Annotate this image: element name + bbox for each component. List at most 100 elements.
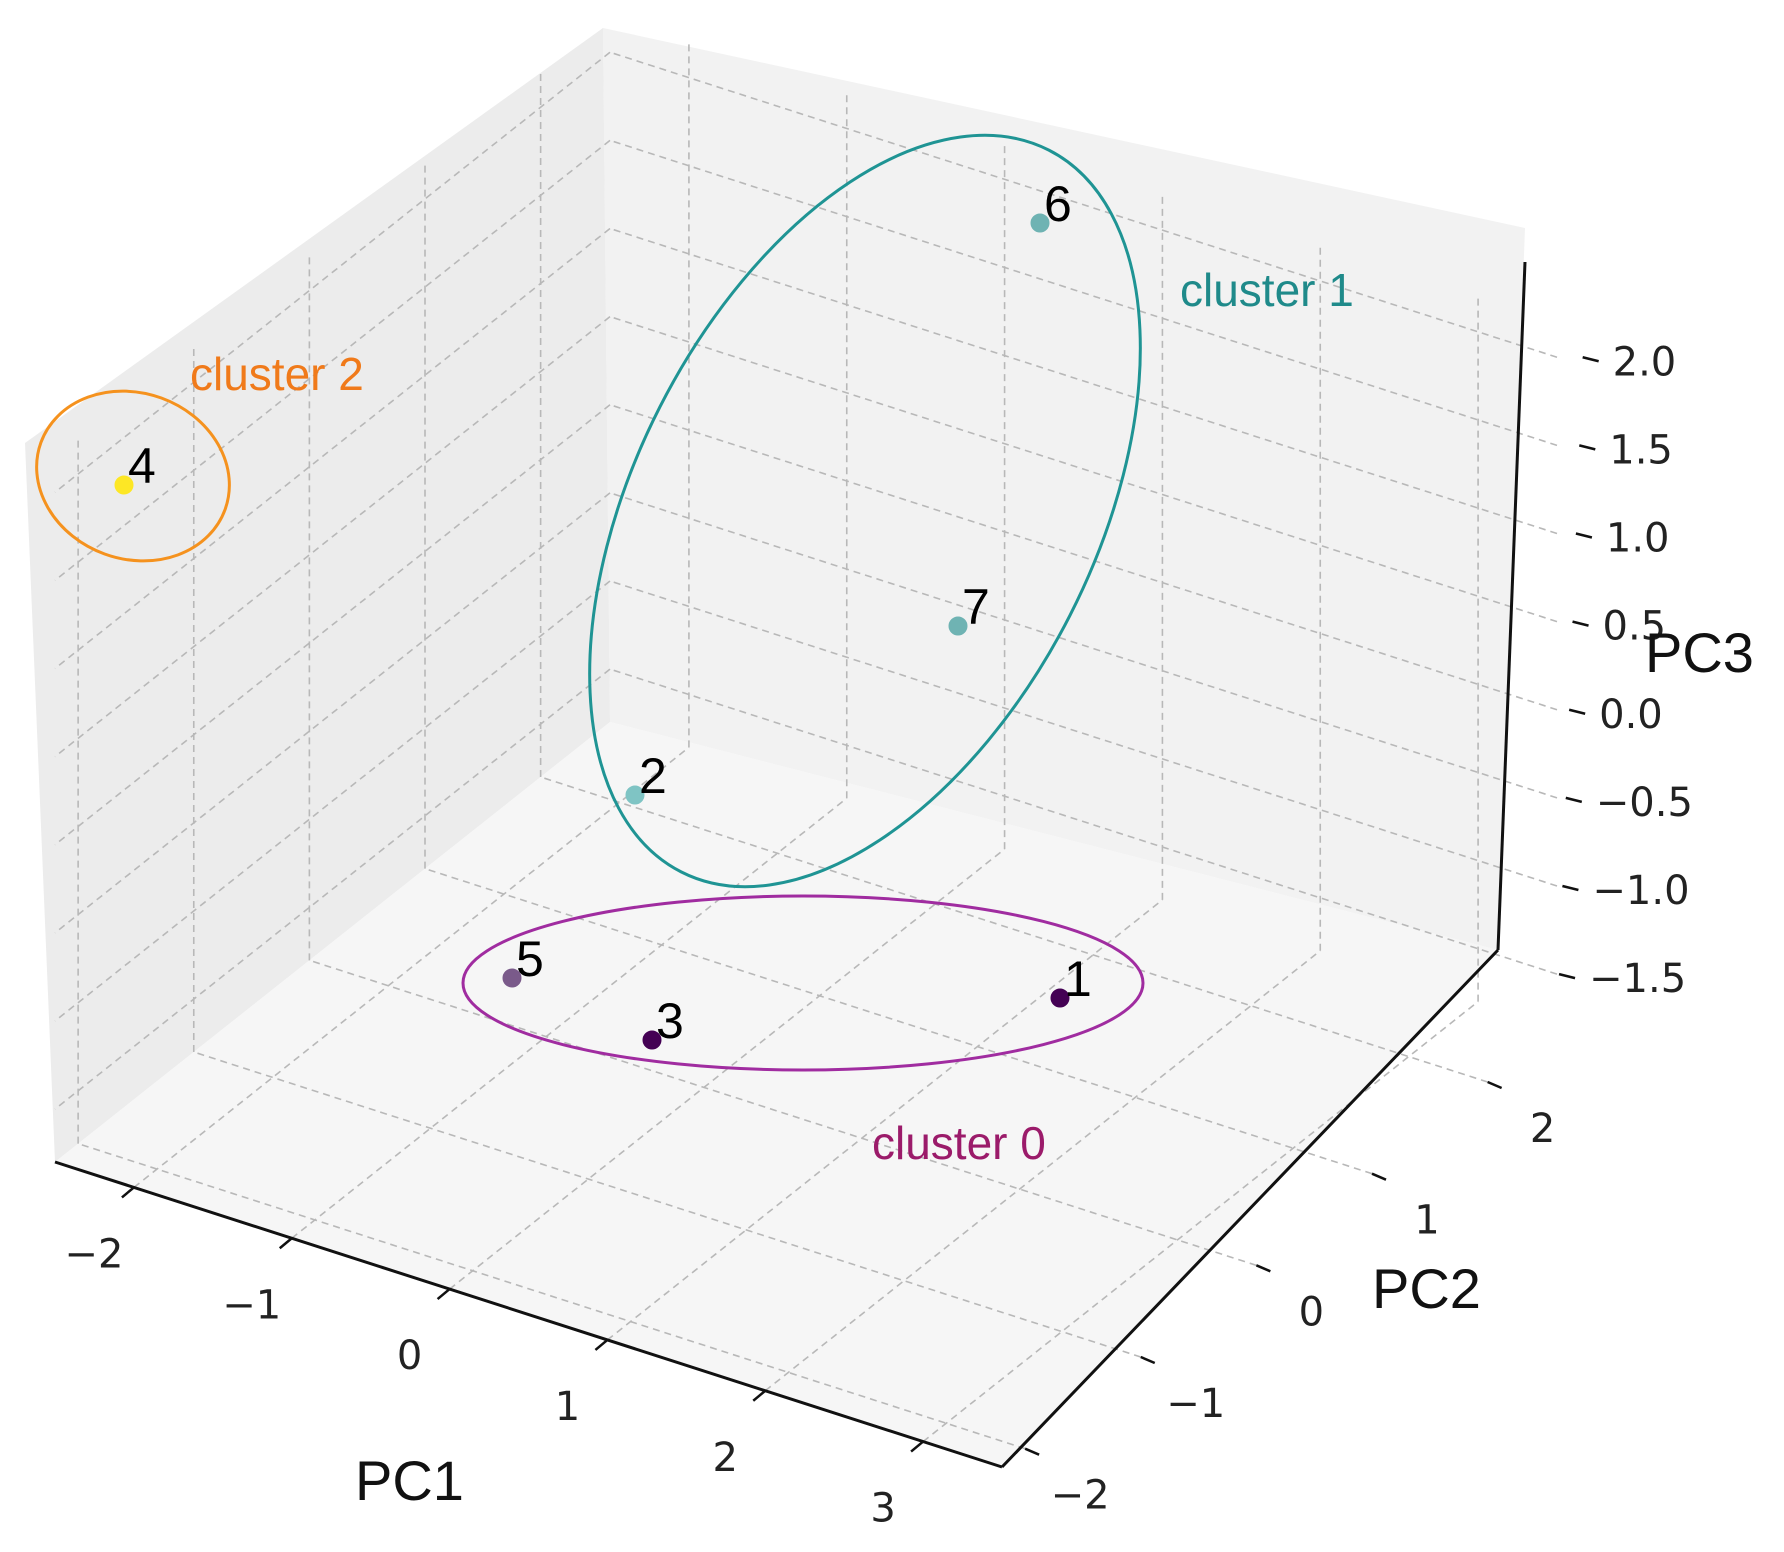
x-tick-mark xyxy=(752,1389,767,1402)
z-gridline-left xyxy=(54,580,611,1022)
y-gridline-floor xyxy=(193,1051,1141,1358)
x-tick-label: −2 xyxy=(64,1231,123,1277)
y-tick-label: 0 xyxy=(1299,1289,1324,1335)
z-gridline-back xyxy=(609,580,1558,887)
cluster-1-outline xyxy=(588,133,1142,889)
point-2 xyxy=(625,785,645,805)
z-tick-label: 1.5 xyxy=(1609,427,1673,473)
z-tick-mark xyxy=(1578,444,1596,451)
cluster-0-outline xyxy=(461,894,1145,1072)
axes-panes xyxy=(25,28,1525,1467)
cluster-outlines xyxy=(35,133,1145,1072)
z-tick-label: −0.5 xyxy=(1596,780,1693,826)
point-label-5: 5 xyxy=(516,931,544,987)
y-gridline-floor xyxy=(77,1142,1026,1450)
z-gridline-back xyxy=(609,139,1558,447)
y-gridline-floor xyxy=(540,776,1488,1083)
x-tick-label: 3 xyxy=(870,1486,895,1532)
y-axis-label: PC2 xyxy=(1372,1257,1481,1320)
grid-lines xyxy=(54,42,1558,1450)
cluster-2-label: cluster 2 xyxy=(190,348,364,400)
z-tick-mark xyxy=(1568,708,1586,715)
ticks: −2 −1 0 1 2 3 −2 −1 0 1 2 −1.5 −1.0 −0.5 0.0 0.5 1.0 1.5 2… xyxy=(64,339,1692,1531)
point-label-1: 1 xyxy=(1064,951,1092,1007)
z-gridline-back xyxy=(609,403,1558,711)
z-tick-mark xyxy=(1558,972,1576,980)
x-tick-label: 1 xyxy=(555,1384,580,1430)
x-tick-label: 0 xyxy=(397,1333,422,1379)
cluster-2-outline xyxy=(35,389,231,563)
z-gridline-left xyxy=(54,227,611,670)
y-tick-mark xyxy=(1255,1264,1271,1273)
z-gridline-left xyxy=(54,139,611,582)
point-4 xyxy=(114,475,134,495)
z-tick-mark xyxy=(1562,884,1579,892)
x-tick-mark xyxy=(121,1186,135,1199)
z-tick-label: 0.5 xyxy=(1603,604,1667,650)
x-axis-line xyxy=(54,1160,1003,1469)
x-gridline-floor xyxy=(764,950,1321,1392)
point-label-2: 2 xyxy=(639,748,667,804)
axis-lines xyxy=(54,261,1527,1469)
z-gridline-back xyxy=(609,668,1558,975)
y-tick-label: −1 xyxy=(1166,1381,1225,1427)
y-tick-mark xyxy=(1371,1172,1387,1181)
z-gridline-left xyxy=(54,668,611,1110)
z-gridline-back xyxy=(609,492,1558,799)
x-tick-label: −1 xyxy=(222,1282,281,1328)
x-gridline-floor xyxy=(606,899,1163,1341)
z-gridline-left xyxy=(54,315,611,758)
z-axis-label: PC3 xyxy=(1645,621,1754,684)
point-7 xyxy=(948,616,968,636)
z-axis-line xyxy=(1496,261,1527,951)
y-gridline-floor xyxy=(424,867,1373,1175)
point-label-7: 7 xyxy=(962,579,990,635)
z-tick-label: 1.0 xyxy=(1606,516,1670,562)
x-gridline-floor xyxy=(922,1000,1479,1443)
y-axis-line xyxy=(1000,948,1500,1469)
x-tick-mark xyxy=(436,1288,451,1301)
z-gridline-left xyxy=(54,51,611,493)
z-tick-label: 0.0 xyxy=(1599,692,1663,738)
x-axis-label: PC1 xyxy=(355,1449,464,1512)
y-tick-mark xyxy=(1024,1447,1040,1456)
point-3 xyxy=(642,1030,662,1050)
y-tick-label: 2 xyxy=(1530,1106,1555,1152)
left-pane xyxy=(25,28,610,1162)
z-gridline-back xyxy=(609,315,1558,623)
z-tick-mark xyxy=(1572,620,1589,627)
z-tick-label: −1.5 xyxy=(1589,956,1686,1002)
y-tick-mark xyxy=(1140,1355,1156,1365)
y-tick-mark xyxy=(1487,1080,1503,1090)
point-label-4: 4 xyxy=(128,438,156,494)
z-tick-mark xyxy=(1575,532,1593,539)
x-tick-label: 2 xyxy=(713,1435,738,1481)
z-gridline-left xyxy=(54,492,611,934)
y-tick-label: −2 xyxy=(1051,1473,1110,1519)
cluster-0-label: cluster 0 xyxy=(872,1117,1046,1169)
point-1 xyxy=(1050,988,1070,1008)
y-tick-label: 1 xyxy=(1414,1198,1439,1244)
point-6 xyxy=(1030,213,1050,233)
x-tick-mark xyxy=(278,1237,293,1250)
z-gridline-back xyxy=(609,227,1558,535)
x-gridline-floor xyxy=(133,746,690,1189)
x-tick-mark xyxy=(594,1338,609,1351)
data-points: 1 2 3 4 5 6 7 xyxy=(114,176,1092,1050)
back-pane xyxy=(603,28,1525,950)
point-label-3: 3 xyxy=(656,993,684,1049)
x-tick-mark xyxy=(910,1440,924,1453)
z-gridline-back xyxy=(609,51,1558,359)
z-tick-label: 2.0 xyxy=(1613,339,1677,385)
cluster-1-label: cluster 1 xyxy=(1180,264,1354,316)
z-gridline-left xyxy=(54,404,611,846)
z-tick-mark xyxy=(1582,356,1599,363)
z-tick-label: −1.0 xyxy=(1592,868,1689,914)
x-gridline-floor xyxy=(291,797,848,1239)
point-5 xyxy=(502,968,522,988)
z-tick-mark xyxy=(1565,796,1583,804)
point-label-6: 6 xyxy=(1044,176,1072,232)
floor-pane xyxy=(55,722,1498,1467)
y-gridline-floor xyxy=(309,959,1257,1267)
